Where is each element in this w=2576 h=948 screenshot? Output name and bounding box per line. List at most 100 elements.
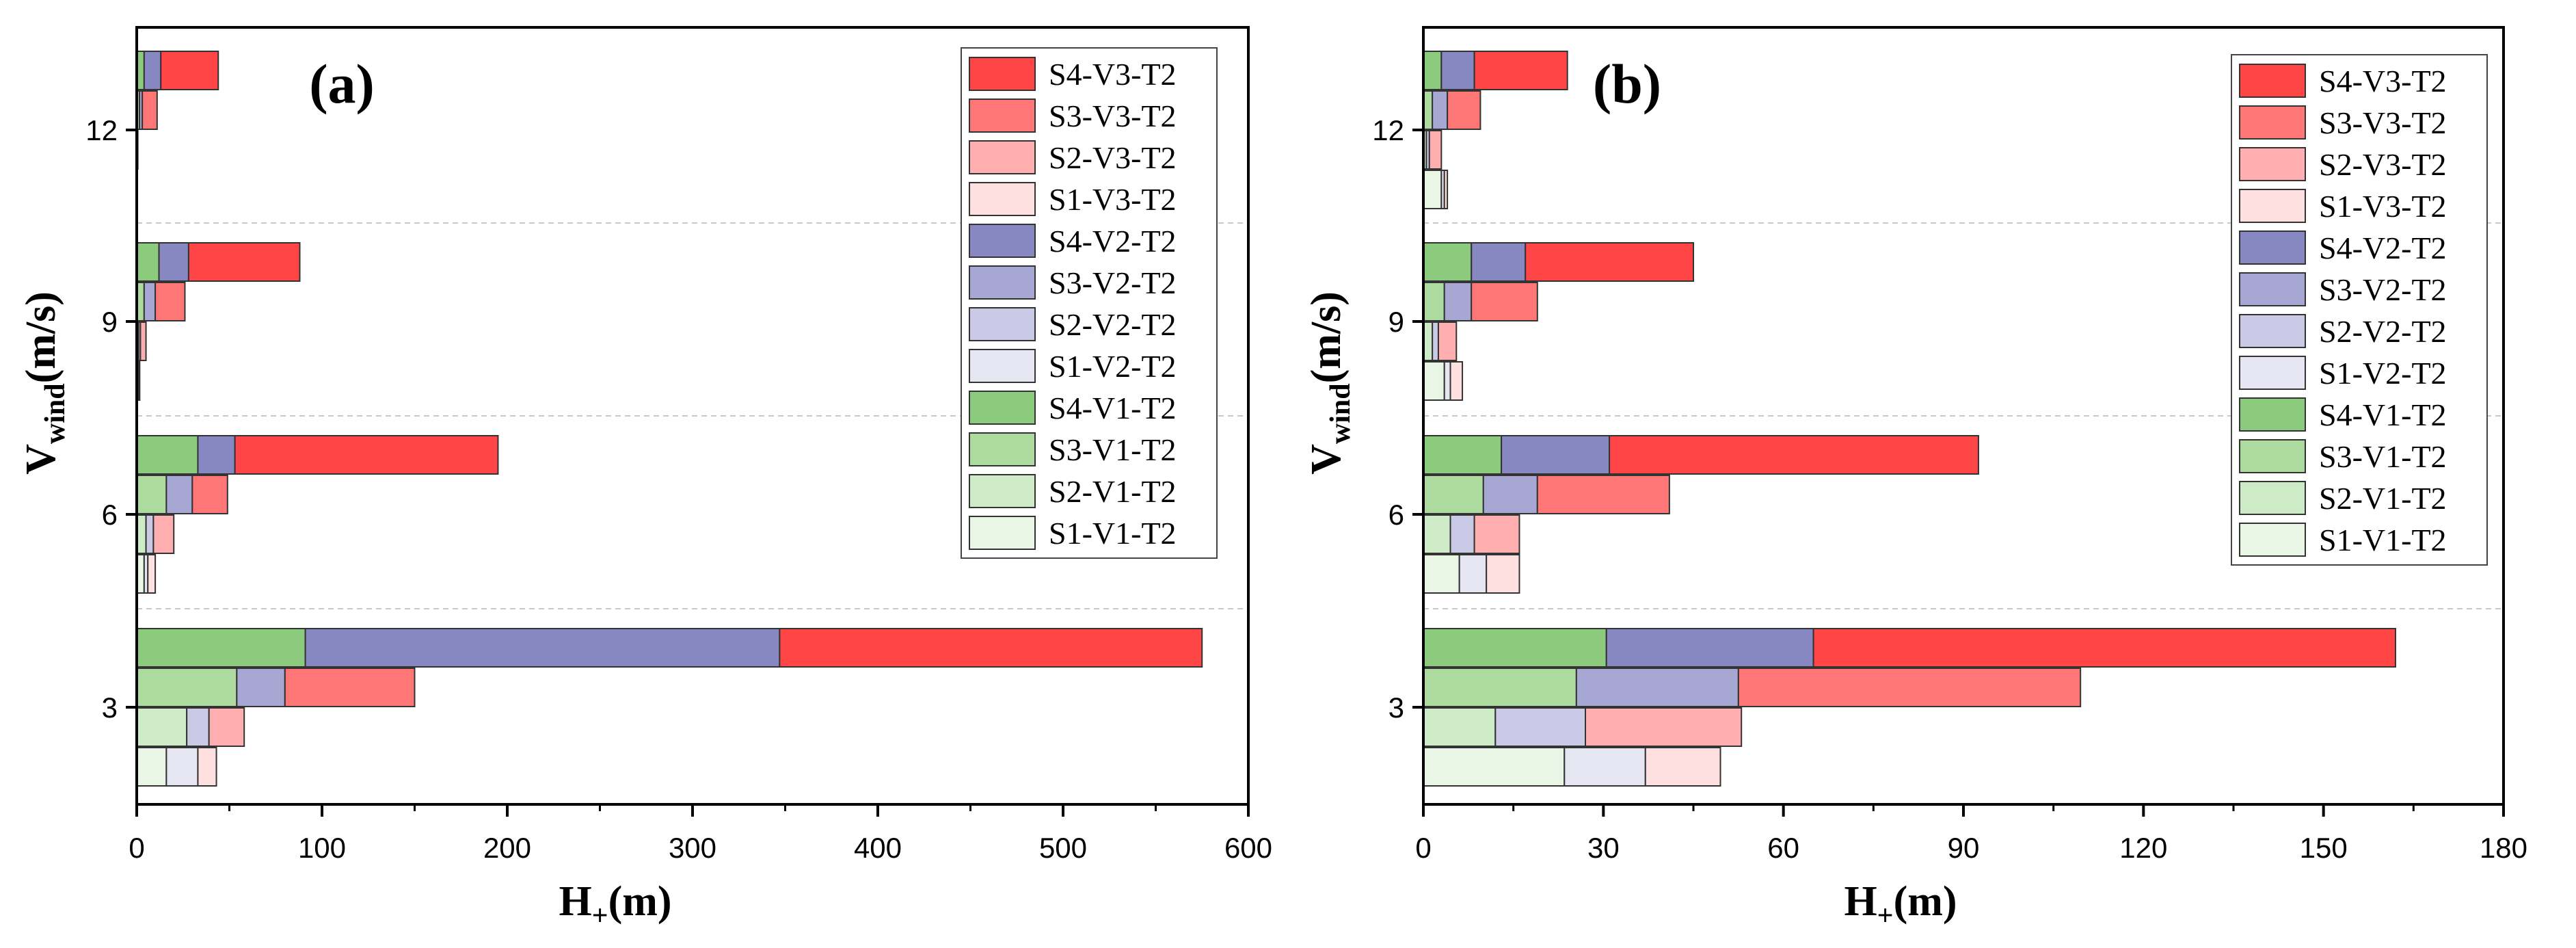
panel-label: (b) [1593,53,1661,115]
bar-segment-s3-v1-w3 [1423,668,1577,707]
legend-entry-s1-v1-t2: S1-V1-T2 [1049,516,1177,551]
bar-segment-s4-v2-w9 [158,242,189,282]
bar-segment-s3-v3-w3 [1737,668,2082,707]
x-tick-label: 500 [1039,832,1087,864]
bar-segment-s1-v1-w3 [1423,747,1566,787]
bar-segment-s1-v3-w6 [147,554,157,594]
bar-segment-s3-v2-w9 [143,282,157,321]
bar-segment-s3-v2-w9 [1443,282,1473,321]
bar-segment-s3-v3-w12 [1447,90,1481,130]
bar-segment-s4-v3-w12 [160,51,219,90]
bar-segment-s1-v1-w3 [136,747,167,787]
legend-swatch-s1-v2-t2 [2239,356,2306,390]
y-tick-label: 12 [85,114,118,146]
bar-segment-s4-v2-w9 [1471,242,1527,282]
x-tick-label: 300 [669,832,716,864]
bar-segment-s4-v1-w6 [1423,435,1503,475]
bar-segment-s3-v1-w6 [1423,475,1484,514]
legend-swatch-s4-v3-t2 [2239,64,2306,98]
y-axis-title: Vwind(m/s) [18,291,71,475]
bar-segment-s2-v2-w6 [1449,514,1475,554]
legend-entry-s2-v1-t2: S2-V1-T2 [2319,481,2447,516]
bar-segment-s1-v3-w6 [1486,554,1520,594]
legend-swatch-s2-v2-t2 [2239,314,2306,348]
legend-entry-s2-v2-t2: S2-V2-T2 [1049,307,1177,342]
bar-segment-s2-v3-w6 [1473,514,1520,554]
bar-segment-s2-v2-w3 [1494,707,1586,747]
legend-entry-s1-v2-t2: S1-V2-T2 [1049,349,1177,384]
legend-entry-s4-v1-t2: S4-V1-T2 [1049,391,1177,425]
legend-swatch-s2-v3-t2 [2239,147,2306,181]
legend-swatch-s2-v3-t2 [969,140,1036,174]
bar-segment-s4-v3-w6 [234,435,499,475]
bar-segment-s2-v1-w6 [136,514,147,554]
bar-segment-s4-v3-w12 [1473,51,1568,90]
bar-segment-s4-v2-w12 [143,51,162,90]
bar-segment-s4-v2-w6 [1501,435,1611,475]
legend-entry-s2-v3-t2: S2-V3-T2 [2319,147,2447,182]
bar-segment-s3-v3-w9 [155,282,186,321]
bar-segment-s3-v3-w6 [1536,475,1670,514]
bar-segment-s4-v3-w3 [1812,628,2397,668]
legend-swatch-s4-v3-t2 [969,57,1036,91]
legend-entry-s1-v3-t2: S1-V3-T2 [1049,182,1177,217]
bar-segment-s4-v2-w3 [304,628,781,668]
y-tick-label: 9 [1388,306,1404,338]
legend-swatch-s1-v2-t2 [969,349,1036,383]
y-axis-title-unit: (m/s) [1303,291,1350,383]
x-tick-label: 150 [2300,832,2348,864]
x-tick-label: 90 [1948,832,1980,864]
y-axis-title-sub: wind [1325,383,1356,444]
bar-segment-s1-v1-w9 [1423,361,1445,401]
bar-segment-s4-v3-w6 [1609,435,1979,475]
bar-segment-s4-v1-w12 [1423,51,1443,90]
legend-swatch-s1-v3-t2 [2239,189,2306,223]
x-tick-label: 120 [2119,832,2167,864]
bar-segment-s4-v3-w3 [779,628,1203,668]
bar-segment-s1-v3-w12 [1443,170,1449,209]
bar-segment-s1-v1-w12 [1423,170,1443,209]
bar-segment-s2-v3-w3 [208,707,245,747]
bar-segment-s4-v1-w6 [136,435,199,475]
bar-segment-s2-v3-w9 [1437,321,1458,361]
legend-entry-s4-v3-t2: S4-V3-T2 [2319,64,2447,98]
legend-entry-s2-v3-t2: S2-V3-T2 [1049,140,1177,175]
legend-swatch-s3-v1-t2 [969,432,1036,466]
y-tick-label: 3 [1388,692,1404,724]
legend-swatch-s1-v1-t2 [969,516,1036,550]
bar-segment-s3-v1-w9 [1423,282,1445,321]
bar-segment-s2-v2-w9 [1432,321,1439,361]
legend-swatch-s3-v2-t2 [969,265,1036,300]
legend-entry-s3-v1-t2: S3-V1-T2 [1049,432,1177,467]
bar-segment-s1-v3-w9 [137,361,141,401]
x-tick-label: 200 [483,832,531,864]
bar-segment-s3-v2-w3 [1575,668,1739,707]
legend-entry-s3-v2-t2: S3-V2-T2 [1049,265,1177,300]
bar-segment-s1-v3-w3 [197,747,217,787]
legend-entry-s4-v2-t2: S4-V2-T2 [1049,224,1177,259]
legend-entry-s3-v1-t2: S3-V1-T2 [2319,439,2447,474]
legend-swatch-s1-v1-t2 [2239,523,2306,557]
legend-swatch-s4-v1-t2 [2239,397,2306,432]
x-tick-label: 60 [1767,832,1799,864]
bar-segment-s1-v2-w3 [165,747,199,787]
bar-segment-s4-v1-w3 [1423,628,1607,668]
bar-segment-s4-v2-w6 [197,435,236,475]
bar-segment-s1-v3-w3 [1644,747,1721,787]
legend-entry-s3-v3-t2: S3-V3-T2 [2319,105,2447,140]
legend-entry-s2-v2-t2: S2-V2-T2 [2319,314,2447,349]
legend-entry-s4-v1-t2: S4-V1-T2 [2319,397,2447,432]
bar-segment-s2-v1-w3 [136,707,188,747]
bar-segment-s4-v1-w9 [1423,242,1473,282]
chart-panel-a: 0 100 200 300 400 500 600 3 6 9 12 (a) H+(m) Vwind(m/… [18,26,1272,932]
bar-segment-s3-v3-w6 [191,475,228,514]
legend-swatch-s3-v2-t2 [2239,272,2306,306]
bar-segment-s4-v3-w9 [187,242,301,282]
x-axis-title-main: H [1844,878,1877,925]
bar-segment-s4-v2-w12 [1440,51,1475,90]
y-axis-title: Vwind(m/s) [1303,291,1356,475]
legend: S4-V3-T2 S3-V3-T2 S2-V3-T2 S1-V3-T2 S4-V2-T2… [2231,54,2488,566]
legend-swatch-s4-v2-t2 [969,224,1036,258]
bar-segment-s1-v3-w9 [1449,361,1464,401]
